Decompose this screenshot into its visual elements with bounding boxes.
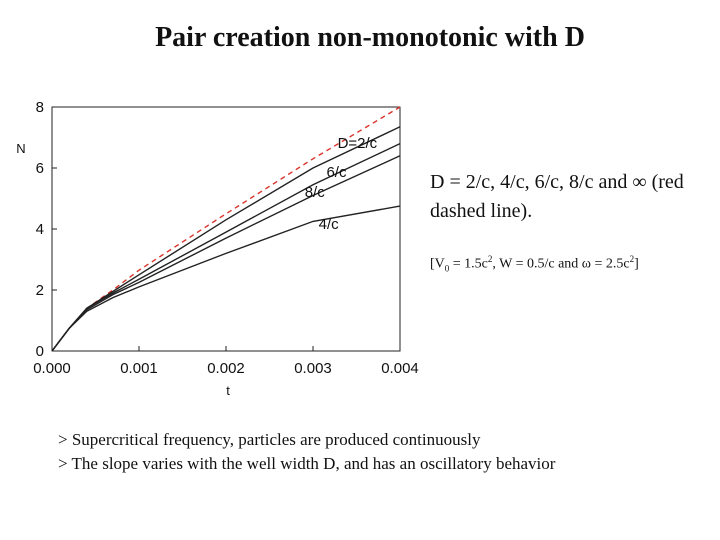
series-line [51, 142, 401, 352]
parameter-list: [V0 = 1.5c2, W = 0.5/c and ω = 2.5c2] [430, 254, 715, 273]
y-tick-label: 2 [36, 282, 44, 299]
y-tick-label: 6 [36, 160, 44, 177]
series-line [51, 126, 401, 352]
slide-title: Pair creation non-monotonic with D [155, 22, 585, 53]
notes: > Supercritical frequency, particles are… [58, 428, 708, 476]
param-close: ] [634, 256, 639, 272]
curve-description: D = 2/c, 4/c, 6/c, 8/c and ∞ (red dashed… [430, 171, 684, 222]
series-line [51, 106, 401, 352]
y-tick-label: 8 [36, 99, 44, 116]
series-label: D=2/c [338, 135, 378, 152]
param-open: [V [430, 256, 445, 272]
param-v-subscript: 0 [444, 263, 450, 274]
x-tick-label: 0.003 [294, 360, 332, 377]
series-label: 8/c [305, 184, 326, 201]
series-label: 6/c [326, 164, 347, 181]
y-tick-label: 0 [36, 343, 44, 360]
param-v-exponent: 2 [487, 254, 493, 264]
note-slope: > The slope varies with the well width D… [58, 454, 556, 473]
note-supercritical: > Supercritical frequency, particles are… [58, 430, 481, 449]
line-chart: 0.000 0.001 0.002 0.003 0.004 0 2 4 6 8 t N D=2/c 6/c… [16, 99, 419, 398]
series-label: 4/c [319, 216, 340, 233]
x-tick-label: 0.001 [120, 360, 158, 377]
x-tick-label: 0.004 [381, 360, 419, 377]
series-line [51, 205, 401, 352]
param-w-omega: , W = 0.5/c and ω = 2.5c [492, 256, 630, 272]
x-tick-label: 0.000 [33, 360, 71, 377]
x-tick-label: 0.002 [207, 360, 245, 377]
param-v-value: = 1.5c [449, 256, 488, 272]
x-axis-label: t [226, 383, 230, 398]
param-omega-exponent: 2 [629, 254, 635, 264]
y-tick-label: 4 [36, 221, 44, 238]
y-axis-label: N [16, 141, 25, 156]
